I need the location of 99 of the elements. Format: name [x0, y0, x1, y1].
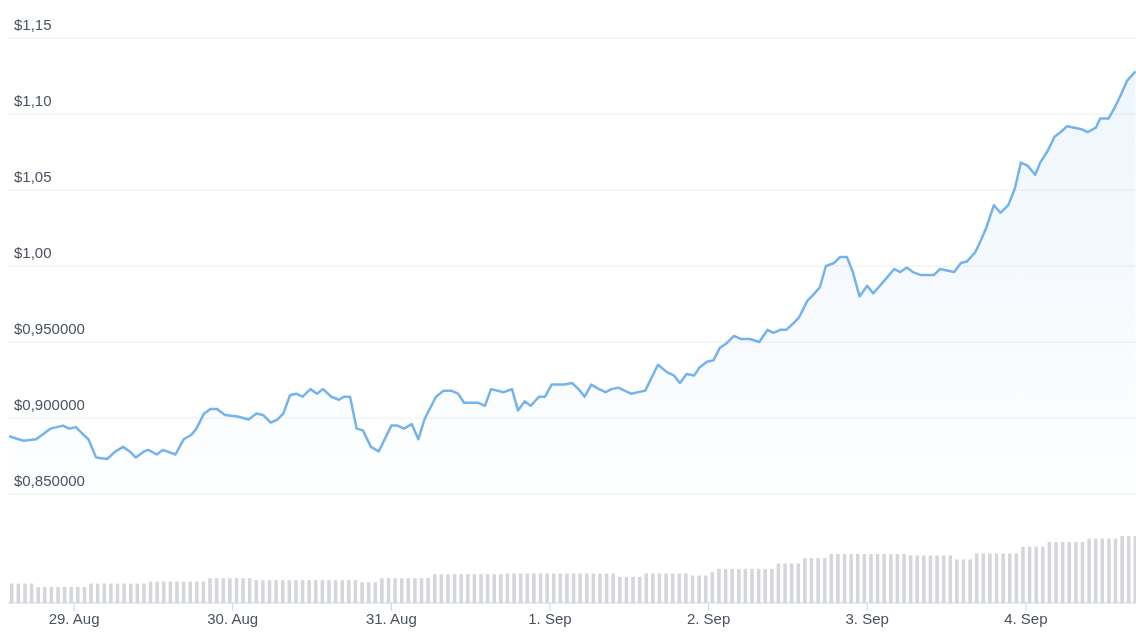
bar — [499, 574, 503, 603]
bar — [664, 573, 668, 603]
bar — [618, 576, 622, 603]
bar — [598, 573, 602, 603]
bar — [836, 554, 840, 603]
bar — [109, 583, 113, 603]
bar — [1107, 538, 1111, 603]
bar — [241, 578, 245, 603]
bar — [585, 573, 589, 603]
bar — [446, 574, 450, 603]
bar — [882, 554, 886, 603]
x-tick-label: 1. Sep — [528, 609, 572, 627]
bar — [188, 581, 192, 603]
bar — [1001, 553, 1005, 603]
bar — [162, 581, 166, 603]
bar — [1074, 542, 1078, 603]
bar — [750, 568, 754, 603]
bar — [36, 586, 40, 603]
y-tick-label: $0,950000 — [14, 320, 85, 337]
bar — [512, 573, 516, 603]
bar — [922, 555, 926, 603]
bar — [565, 573, 569, 603]
bar — [89, 583, 93, 603]
bar — [208, 578, 212, 603]
bar — [380, 578, 384, 603]
bar — [889, 554, 893, 603]
bar — [816, 558, 820, 603]
bar — [261, 580, 265, 603]
bar — [175, 581, 179, 603]
bar — [651, 573, 655, 603]
bar — [76, 586, 80, 603]
bar — [611, 573, 615, 603]
bar — [935, 555, 939, 603]
x-tick-label: 31. Aug — [365, 609, 417, 627]
bar — [684, 573, 688, 603]
bar — [466, 574, 470, 603]
bar — [968, 559, 972, 603]
bar — [869, 554, 873, 603]
bar — [69, 586, 73, 603]
bar — [10, 583, 14, 603]
bar — [532, 573, 536, 603]
bar — [426, 578, 430, 603]
bar — [697, 575, 701, 603]
bar — [43, 586, 47, 603]
x-tick-label: 4. Sep — [1004, 609, 1048, 627]
bar — [849, 554, 853, 603]
bar — [717, 568, 721, 603]
bar — [340, 580, 344, 603]
bar — [1087, 538, 1091, 603]
bar — [294, 580, 298, 603]
bar — [737, 568, 741, 603]
bar — [314, 580, 318, 603]
y-tick-label: $0,900000 — [14, 396, 85, 413]
bar — [578, 573, 582, 603]
bar — [730, 568, 734, 603]
bar — [770, 568, 774, 603]
bar — [856, 554, 860, 603]
bar — [228, 578, 232, 603]
bar — [902, 554, 906, 603]
bar — [23, 583, 27, 603]
bar — [327, 580, 331, 603]
x-tick-label: 30. Aug — [207, 609, 259, 627]
bar — [307, 580, 311, 603]
bar — [915, 555, 919, 603]
bar — [393, 578, 397, 603]
bar — [347, 580, 351, 603]
bar — [155, 581, 159, 603]
bar — [413, 578, 417, 603]
bar — [545, 573, 549, 603]
x-tick-label: 3. Sep — [845, 609, 889, 627]
bar — [1034, 546, 1038, 603]
bar — [479, 574, 483, 603]
bar — [122, 583, 126, 603]
bar — [763, 568, 767, 603]
bar — [803, 558, 807, 603]
x-tick-label: 29. Aug — [48, 609, 100, 627]
y-tick-label: $1,15 — [14, 16, 52, 33]
bar — [195, 581, 199, 603]
bar — [433, 574, 437, 603]
bar — [1054, 542, 1058, 603]
x-tick-label: 2. Sep — [686, 609, 731, 627]
bar — [631, 576, 635, 603]
y-tick-label: $1,00 — [14, 244, 52, 261]
bar — [492, 574, 496, 603]
y-tick-label: $0,850000 — [14, 472, 85, 489]
bar — [1008, 553, 1012, 603]
bar — [1041, 546, 1045, 603]
bar — [1021, 546, 1025, 603]
bar — [988, 553, 992, 603]
bar — [955, 559, 959, 603]
bar — [274, 580, 278, 603]
bar — [360, 582, 364, 603]
bar — [459, 574, 463, 603]
bar — [1120, 536, 1124, 603]
y-tick-label: $1,05 — [14, 168, 52, 185]
y-tick-label: $1,10 — [14, 92, 52, 109]
bar — [142, 583, 146, 603]
bar — [783, 563, 787, 603]
bar — [56, 586, 60, 603]
